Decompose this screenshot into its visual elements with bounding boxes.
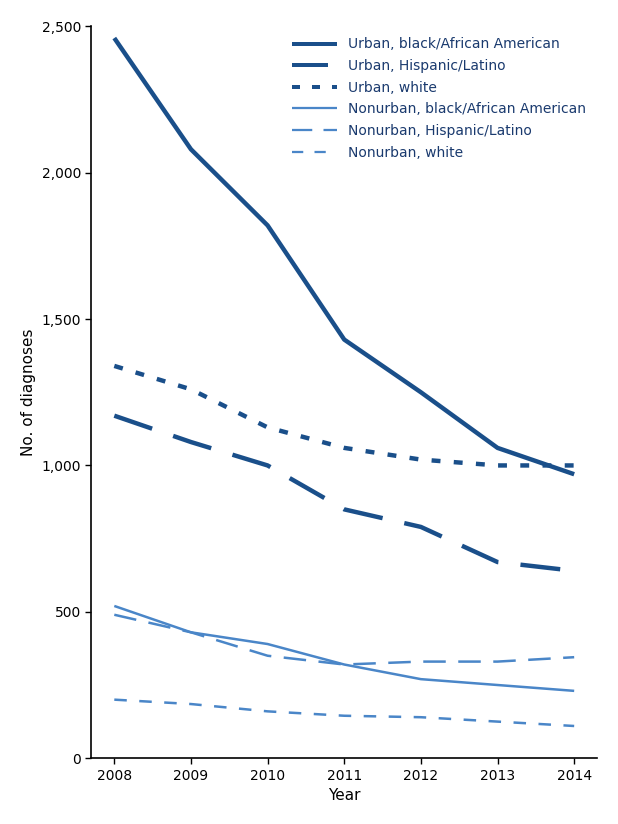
Nonurban, Hispanic/Latino — [187, 627, 195, 637]
Urban, white — [570, 461, 578, 471]
X-axis label: Year: Year — [328, 789, 360, 803]
Urban, black/African American — [341, 335, 348, 344]
Line: Urban, Hispanic/Latino: Urban, Hispanic/Latino — [114, 415, 574, 571]
Urban, white — [264, 423, 271, 433]
Urban, white — [187, 384, 195, 394]
Nonurban, black/African American — [417, 674, 425, 684]
Nonurban, black/African American — [494, 680, 501, 690]
Nonurban, white — [570, 721, 578, 731]
Nonurban, Hispanic/Latino — [264, 651, 271, 661]
Urban, Hispanic/Latino — [264, 461, 271, 471]
Urban, black/African American — [187, 144, 195, 154]
Urban, black/African American — [570, 470, 578, 480]
Nonurban, Hispanic/Latino — [417, 657, 425, 667]
Urban, white — [417, 455, 425, 465]
Nonurban, Hispanic/Latino — [111, 610, 118, 620]
Urban, Hispanic/Latino — [341, 504, 348, 514]
Line: Nonurban, white: Nonurban, white — [114, 700, 574, 726]
Urban, black/African American — [417, 387, 425, 397]
Urban, black/African American — [111, 33, 118, 43]
Urban, white — [111, 361, 118, 371]
Nonurban, Hispanic/Latino — [570, 653, 578, 662]
Y-axis label: No. of diagnoses: No. of diagnoses — [21, 329, 36, 456]
Nonurban, black/African American — [341, 659, 348, 669]
Nonurban, black/African American — [111, 601, 118, 611]
Nonurban, Hispanic/Latino — [341, 659, 348, 669]
Nonurban, white — [494, 717, 501, 727]
Urban, white — [341, 443, 348, 453]
Nonurban, white — [417, 712, 425, 722]
Nonurban, black/African American — [570, 686, 578, 695]
Urban, white — [494, 461, 501, 471]
Urban, Hispanic/Latino — [187, 437, 195, 447]
Urban, black/African American — [264, 221, 271, 231]
Urban, Hispanic/Latino — [494, 557, 501, 567]
Line: Nonurban, Hispanic/Latino: Nonurban, Hispanic/Latino — [114, 615, 574, 664]
Nonurban, black/African American — [187, 627, 195, 637]
Urban, Hispanic/Latino — [570, 566, 578, 576]
Legend: Urban, black/African American, Urban, Hispanic/Latino, Urban, white, Nonurban, b: Urban, black/African American, Urban, Hi… — [286, 30, 593, 166]
Nonurban, white — [187, 699, 195, 709]
Urban, Hispanic/Latino — [111, 410, 118, 420]
Nonurban, white — [341, 711, 348, 721]
Line: Urban, black/African American: Urban, black/African American — [114, 38, 574, 475]
Urban, black/African American — [494, 443, 501, 453]
Nonurban, black/African American — [264, 639, 271, 649]
Line: Nonurban, black/African American: Nonurban, black/African American — [114, 606, 574, 691]
Line: Urban, white: Urban, white — [114, 366, 574, 466]
Urban, Hispanic/Latino — [417, 522, 425, 531]
Nonurban, white — [111, 695, 118, 705]
Nonurban, Hispanic/Latino — [494, 657, 501, 667]
Nonurban, white — [264, 706, 271, 716]
